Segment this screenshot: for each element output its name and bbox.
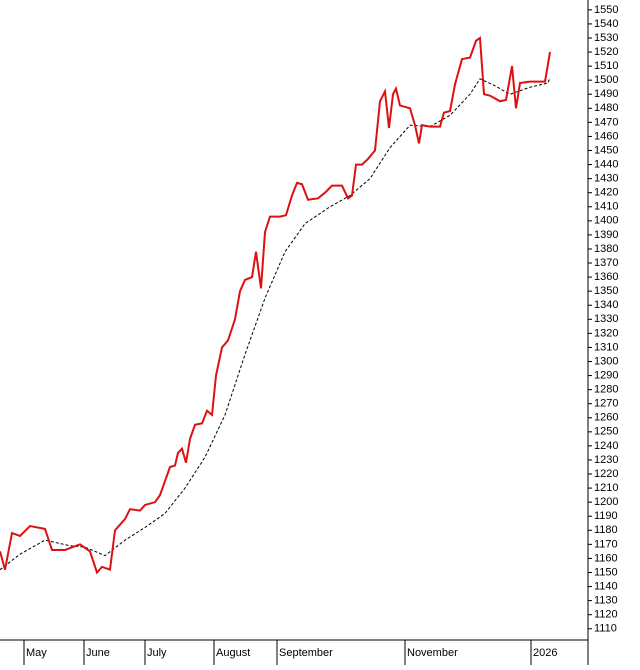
y-tick-label: 1480	[594, 102, 618, 114]
x-tick-label: 2026	[533, 647, 557, 659]
y-tick-label: 1540	[594, 18, 618, 30]
x-tick-label: July	[147, 647, 167, 659]
y-tick-label: 1430	[594, 173, 618, 185]
y-tick-label: 1410	[594, 201, 618, 213]
y-tick-label: 1160	[594, 552, 618, 564]
x-tick-label: November	[407, 647, 458, 659]
x-tick-label: May	[26, 647, 47, 659]
y-tick-label: 1320	[594, 327, 618, 339]
series-line	[0, 36, 551, 575]
y-tick-label: 1470	[594, 116, 618, 128]
y-tick-label: 1330	[594, 313, 618, 325]
y-tick-label: 1440	[594, 158, 618, 170]
y-tick-label: 1530	[594, 32, 618, 44]
y-tick-label: 1370	[594, 257, 618, 269]
y-tick-label: 1490	[594, 88, 618, 100]
y-tick-label: 1350	[594, 285, 618, 297]
y-tick-label: 1130	[594, 595, 618, 607]
y-tick-label: 1230	[594, 454, 618, 466]
y-tick-label: 1390	[594, 229, 618, 241]
y-tick-label: 1550	[594, 4, 618, 16]
y-tick-label: 1120	[594, 609, 618, 621]
y-tick-label: 1140	[594, 580, 618, 592]
y-tick-label: 1260	[594, 412, 618, 424]
series-line	[0, 77, 551, 571]
y-tick-label: 1460	[594, 130, 618, 142]
y-tick-label: 1450	[594, 144, 618, 156]
y-tick-label: 1180	[594, 524, 618, 536]
y-tick-label: 1400	[594, 215, 618, 227]
y-tick-label: 1420	[594, 187, 618, 199]
y-tick-label: 1340	[594, 299, 618, 311]
y-tick-label: 1510	[594, 60, 618, 72]
x-tick-label: August	[216, 647, 250, 659]
y-tick-label: 1190	[594, 510, 618, 522]
x-tick-label: June	[86, 647, 110, 659]
y-tick-label: 1360	[594, 271, 618, 283]
y-tick-label: 1170	[594, 538, 618, 550]
y-tick-label: 1250	[594, 426, 618, 438]
y-tick-label: 1280	[594, 384, 618, 396]
y-tick-label: 1310	[594, 341, 618, 353]
y-tick-label: 1240	[594, 440, 618, 452]
y-tick-label: 1220	[594, 468, 618, 480]
x-tick-label: September	[279, 647, 333, 659]
y-tick-label: 1300	[594, 355, 618, 367]
y-tick-label: 1500	[594, 74, 618, 86]
y-tick-label: 1210	[594, 482, 618, 494]
y-tick-label: 1200	[594, 496, 618, 508]
y-tick-label: 1380	[594, 243, 618, 255]
y-tick-label: 1150	[594, 566, 618, 578]
y-tick-label: 1290	[594, 369, 618, 381]
y-tick-label: 1520	[594, 46, 618, 58]
y-tick-label: 1270	[594, 398, 618, 410]
y-tick-label: 1110	[594, 623, 617, 635]
